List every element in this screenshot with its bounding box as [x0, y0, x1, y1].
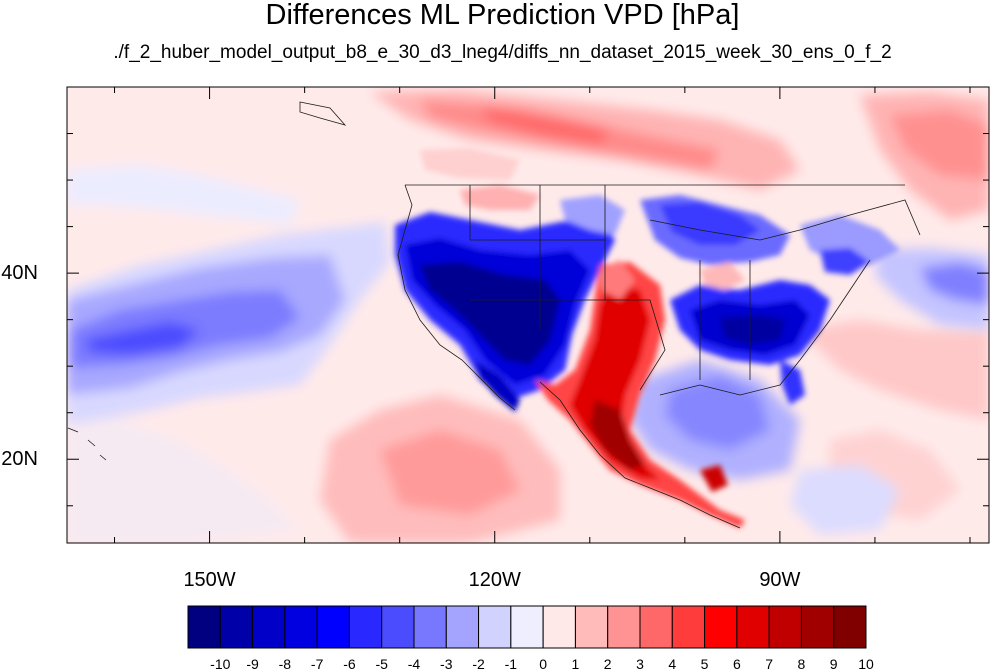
colorbar-box — [574, 605, 609, 649]
colorbar-label: 8 — [797, 656, 806, 672]
longitude-label: 150W — [183, 569, 236, 591]
plot-frame — [66, 86, 990, 544]
latitude-label: 20N — [1, 448, 38, 471]
colorbar-label: -1 — [504, 656, 518, 672]
colorbar-box — [316, 605, 350, 649]
colorbar-box — [671, 605, 706, 649]
colorbar-label: 10 — [858, 656, 874, 672]
latitude-label: 40N — [1, 262, 38, 285]
colorbar-box — [542, 605, 576, 649]
colorbar-label: -4 — [407, 656, 421, 672]
colorbar-label: -5 — [375, 656, 388, 672]
colorbar-box — [833, 605, 867, 649]
pacific-negative-region — [67, 165, 390, 543]
colorbar-label: -7 — [310, 656, 324, 672]
colorbar-box — [187, 605, 221, 649]
colorbar-box — [381, 605, 415, 649]
colorbar-box — [413, 605, 447, 649]
longitude-label: 120W — [468, 569, 521, 591]
colorbar-label: 1 — [571, 656, 580, 672]
colorbar-box — [445, 605, 480, 649]
colorbar-label: 4 — [668, 656, 677, 672]
colorbar-label: -2 — [472, 656, 485, 672]
colorbar-label: 9 — [829, 656, 838, 672]
colorbar-label: -9 — [246, 656, 259, 672]
positive-bands — [320, 90, 989, 543]
field-shading — [67, 87, 989, 543]
colorbar-box — [219, 605, 254, 649]
colorbar-label: 7 — [765, 656, 774, 672]
colorbar-label: 3 — [636, 656, 644, 672]
colorbar-box — [704, 605, 738, 649]
colorbar-box — [478, 605, 512, 649]
land-anomalies — [395, 148, 900, 528]
colorbar-label: -6 — [343, 656, 356, 672]
longitude-label: 90W — [759, 569, 801, 591]
colorbar-box — [284, 605, 318, 649]
colorbar-label: 5 — [700, 656, 709, 672]
colorbar-box — [768, 605, 802, 649]
colorbar-label: 0 — [539, 656, 548, 672]
map-title: Differences ML Prediction VPD [hPa] — [265, 0, 740, 31]
colorbar-box — [510, 605, 544, 649]
boundary-lines — [67, 101, 921, 529]
colorbar-box — [348, 605, 383, 649]
colorbar-box — [639, 605, 673, 649]
colorbar-box — [607, 605, 641, 649]
colorbar-label: 2 — [603, 656, 612, 672]
colorbar-label: -10 — [210, 656, 231, 672]
colorbar-box — [736, 605, 770, 649]
colorbar-label: -3 — [440, 656, 453, 672]
colorbar-label: 6 — [732, 656, 741, 672]
colorbar-box — [800, 605, 835, 649]
map-subtitle: ./f_2_huber_model_output_b8_e_30_d3_lneg… — [113, 42, 892, 63]
colorbar-label: -8 — [278, 656, 292, 672]
colorbar-box — [252, 605, 286, 649]
atlantic-negative-region — [630, 248, 989, 535]
